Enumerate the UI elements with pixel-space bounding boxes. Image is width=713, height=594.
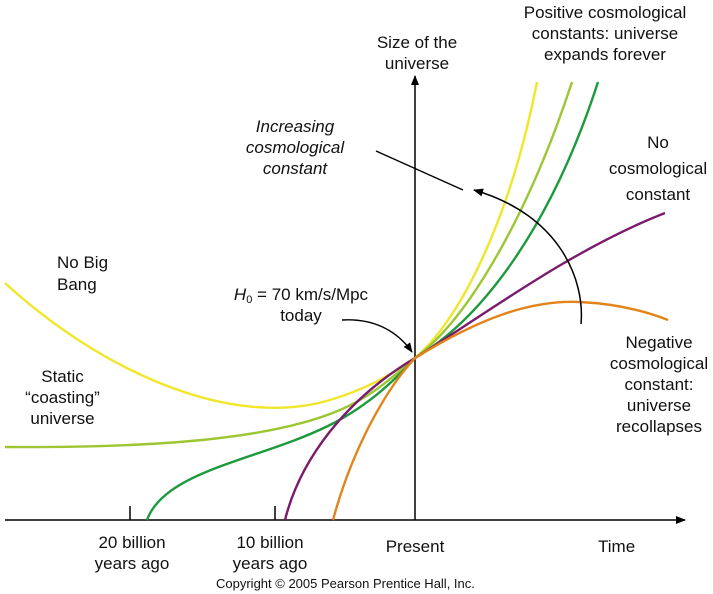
label-no-lambda: No cosmological constant bbox=[603, 130, 713, 208]
tick-label-present: Present bbox=[365, 536, 465, 557]
label-increasing-lambda: Increasing cosmological constant bbox=[235, 116, 355, 179]
y-axis-label-line: universe bbox=[384, 54, 450, 73]
hubble-symbol: H bbox=[233, 285, 247, 304]
tick-label-line: 10 billion bbox=[236, 533, 304, 552]
label-line: “coasting” bbox=[25, 388, 100, 407]
tick-label-line: Present bbox=[385, 537, 445, 556]
curve-no-lambda-past bbox=[145, 357, 416, 521]
curve-positive-lambda-medium bbox=[414, 81, 574, 359]
label-line: constants: universe bbox=[531, 24, 679, 43]
label-line: cosmological bbox=[608, 159, 708, 178]
label-line: expands forever bbox=[544, 45, 666, 64]
hubble-pointer-arrow bbox=[341, 319, 413, 353]
curve-positive-lambda-large bbox=[414, 81, 539, 359]
label-positive-lambda: Positive cosmological constants: univers… bbox=[500, 2, 710, 65]
increasing-lambda-arrow bbox=[473, 188, 583, 325]
label-line: constant bbox=[625, 185, 691, 204]
curve-negative-lambda bbox=[331, 300, 669, 521]
curve-static-coasting bbox=[4, 357, 416, 449]
label-negative-lambda: Negative cosmological constant: universe… bbox=[605, 332, 713, 437]
label-line: Bang bbox=[57, 275, 97, 294]
label-line: Positive cosmological bbox=[523, 3, 687, 22]
label-line: universe bbox=[626, 396, 692, 415]
label-no-big-bang: No Big Bang bbox=[57, 252, 108, 296]
label-hubble-constant: H0 = 70 km/s/Mpc today bbox=[226, 284, 376, 326]
curve-positive-lambda-small bbox=[414, 81, 600, 360]
hubble-today: today bbox=[280, 306, 322, 325]
x-axis-label: Time bbox=[598, 537, 636, 556]
y-axis-label: Size of the universe bbox=[362, 32, 472, 74]
tick-label-10-billion: 10 billion years ago bbox=[220, 532, 320, 574]
label-line: cosmological bbox=[245, 138, 345, 157]
curve-no-big-bang bbox=[4, 282, 416, 409]
label-line: Static bbox=[41, 367, 84, 386]
label-line: cosmological bbox=[609, 354, 709, 373]
tick-label-20-billion: 20 billion years ago bbox=[82, 532, 182, 574]
label-line: constant: bbox=[624, 375, 694, 394]
label-line: Negative bbox=[625, 333, 693, 352]
label-static-coasting: Static “coasting” universe bbox=[0, 366, 125, 429]
tick-label-line: years ago bbox=[232, 554, 308, 573]
label-line: recollapses bbox=[616, 417, 702, 436]
tick-label-line: 20 billion bbox=[98, 533, 166, 552]
label-line: Increasing bbox=[255, 117, 335, 136]
increasing-pointer-line bbox=[375, 150, 464, 191]
hubble-line: H0 = 70 km/s/Mpc bbox=[226, 284, 376, 306]
label-line: constant bbox=[262, 159, 328, 178]
copyright-notice: Copyright © 2005 Pearson Prentice Hall, … bbox=[216, 576, 475, 591]
hubble-value: = 70 km/s/Mpc bbox=[252, 285, 369, 304]
label-line: No bbox=[647, 133, 669, 152]
tick-label-line: years ago bbox=[94, 554, 170, 573]
y-axis-label-line: Size of the bbox=[376, 33, 458, 52]
hubble-subscript: 0 bbox=[246, 294, 253, 306]
label-line: universe bbox=[30, 409, 95, 428]
label-line: No Big bbox=[57, 253, 109, 272]
